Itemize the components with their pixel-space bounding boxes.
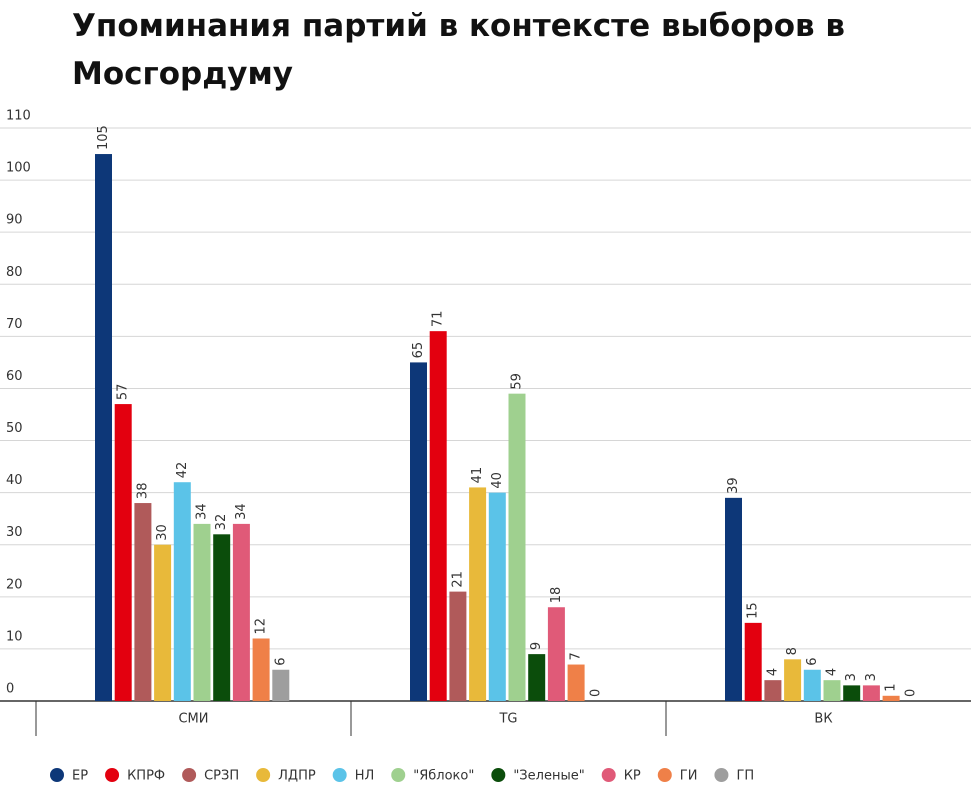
bar xyxy=(134,503,152,701)
value-label: 1 xyxy=(884,684,899,692)
bar xyxy=(154,544,172,701)
legend-marker xyxy=(657,768,672,782)
bar xyxy=(252,638,270,701)
value-label: 3 xyxy=(844,673,859,681)
bar xyxy=(410,362,427,701)
bar xyxy=(862,685,880,701)
value-label: 15 xyxy=(746,602,761,619)
legend-marker xyxy=(50,768,64,782)
legend-marker xyxy=(491,768,506,782)
y-tick-label: 100 xyxy=(6,161,31,176)
y-tick-label: 50 xyxy=(6,421,23,436)
bar xyxy=(508,393,526,701)
legend-label: "Яблоко" xyxy=(413,769,474,784)
value-label: 39 xyxy=(726,477,741,494)
y-tick-label: 30 xyxy=(6,525,23,540)
x-tick-label: ВК xyxy=(814,712,832,727)
y-tick-label: 90 xyxy=(6,213,23,228)
bar xyxy=(725,497,742,701)
value-label: 0 xyxy=(588,689,603,697)
legend-marker xyxy=(391,768,406,782)
value-label: 6 xyxy=(273,657,288,665)
value-label: 65 xyxy=(411,342,426,359)
bar xyxy=(193,523,211,701)
chart-title: Упоминания партий в контексте выборов в … xyxy=(72,8,846,92)
legend-marker xyxy=(105,768,120,782)
bar xyxy=(528,654,546,701)
value-label: 59 xyxy=(510,373,525,390)
y-tick-label: 60 xyxy=(6,369,23,384)
bar xyxy=(882,695,900,701)
y-tick-label: 0 xyxy=(6,682,14,697)
legend-marker xyxy=(182,768,197,782)
value-label: 71 xyxy=(431,311,446,328)
bar xyxy=(114,404,132,701)
bar xyxy=(803,669,821,701)
value-label: 9 xyxy=(529,642,544,650)
y-tick-label: 70 xyxy=(6,317,23,332)
value-label: 12 xyxy=(254,618,269,635)
x-tick-label: TG xyxy=(498,712,517,727)
value-label: 7 xyxy=(569,652,584,660)
bar xyxy=(449,591,467,701)
bar xyxy=(488,492,506,701)
value-label: 40 xyxy=(490,472,505,489)
value-label: 32 xyxy=(214,514,229,531)
bar xyxy=(567,664,585,701)
value-label: 34 xyxy=(234,503,249,520)
bar xyxy=(469,487,487,701)
bar xyxy=(744,622,762,701)
value-label: 18 xyxy=(549,587,564,604)
bar xyxy=(232,523,250,701)
value-label: 38 xyxy=(135,483,150,500)
bar xyxy=(823,680,841,701)
bar xyxy=(784,659,802,701)
legend-label: ЛДПР xyxy=(278,769,316,784)
bar xyxy=(95,154,112,701)
bar xyxy=(547,607,565,701)
legend-marker xyxy=(601,768,616,782)
value-label: 4 xyxy=(825,668,840,676)
value-label: 57 xyxy=(116,384,131,401)
x-tick-label: СМИ xyxy=(178,712,208,727)
value-label: 21 xyxy=(450,571,465,588)
legend-label: НЛ xyxy=(355,769,375,784)
y-tick-label: 110 xyxy=(6,109,31,124)
value-label: 105 xyxy=(96,125,111,150)
value-label: 42 xyxy=(175,462,190,479)
value-label: 0 xyxy=(903,689,918,697)
value-label: 30 xyxy=(155,524,170,541)
legend-label: СРЗП xyxy=(204,769,239,784)
legend-label: КПРФ xyxy=(127,769,165,784)
legend-label: ЕР xyxy=(72,769,88,784)
legend-marker xyxy=(256,768,271,782)
bar xyxy=(272,669,290,701)
legend-marker xyxy=(714,768,729,782)
legend-marker xyxy=(332,768,347,782)
value-label: 41 xyxy=(470,467,485,484)
y-tick-label: 40 xyxy=(6,473,23,488)
value-label: 8 xyxy=(785,647,800,655)
bar xyxy=(764,680,782,701)
bar xyxy=(843,685,861,701)
value-label: 4 xyxy=(765,668,780,676)
value-label: 3 xyxy=(864,673,879,681)
legend-label: ГИ xyxy=(680,769,698,784)
y-tick-label: 20 xyxy=(6,577,23,592)
legend-label: "Зеленые" xyxy=(513,769,584,784)
value-label: 34 xyxy=(195,503,210,520)
legend-label: ГП xyxy=(736,769,754,784)
y-tick-label: 80 xyxy=(6,265,23,280)
y-tick-label: 10 xyxy=(6,629,23,644)
value-label: 6 xyxy=(805,657,820,665)
bar xyxy=(213,534,231,701)
bar xyxy=(429,331,447,701)
bar xyxy=(173,482,191,701)
legend-label: КР xyxy=(624,769,641,784)
